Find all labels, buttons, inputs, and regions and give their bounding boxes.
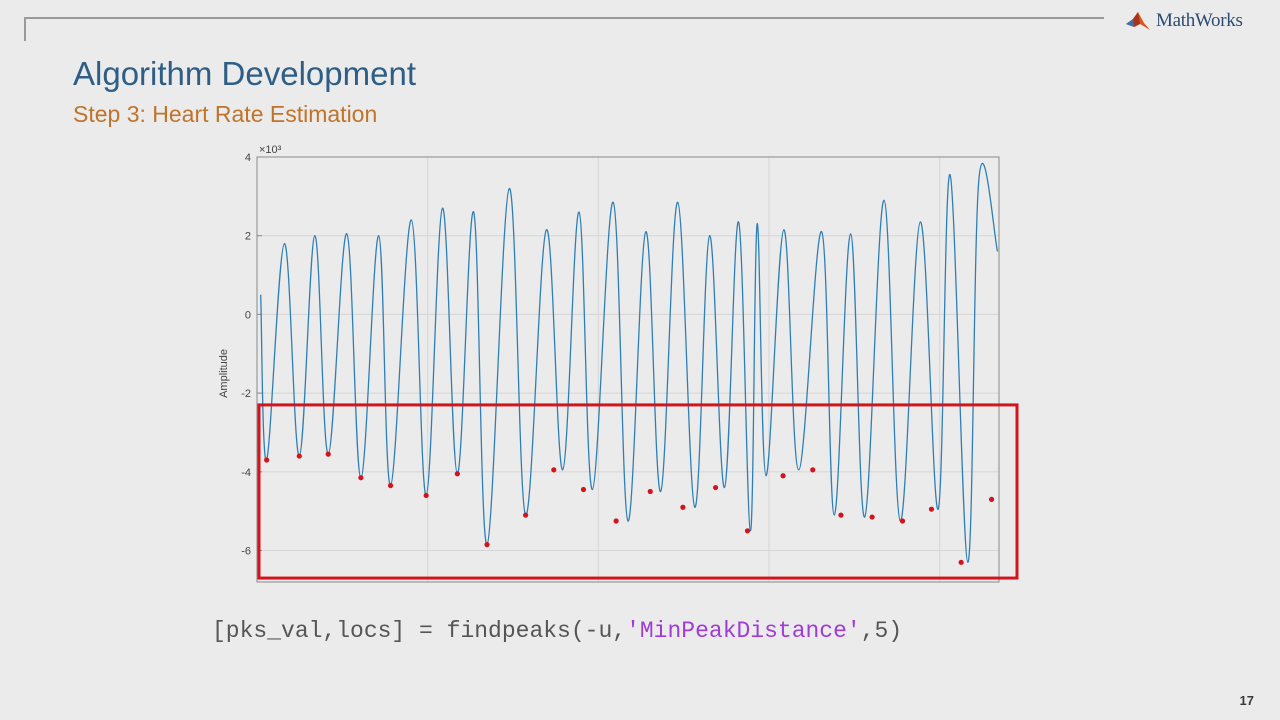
peak-marker [358, 475, 364, 481]
peak-marker [264, 457, 270, 463]
mathworks-logo: MathWorks [1124, 6, 1243, 36]
code-suffix: ,5) [860, 618, 903, 644]
peak-marker [387, 482, 394, 489]
y-tick-label: -6 [241, 546, 251, 558]
peak-marker [325, 451, 331, 457]
peak-marker [647, 488, 653, 495]
y-tick-label: 2 [245, 231, 251, 243]
peak-marker [484, 542, 490, 548]
peak-marker [928, 506, 935, 512]
peak-marker [899, 518, 906, 524]
peak-marker [613, 518, 619, 524]
peak-marker [869, 514, 875, 520]
peak-marker [454, 471, 460, 477]
y-axis-label: Amplitude [218, 349, 230, 398]
peak-marker [551, 467, 557, 473]
y-tick-label: 0 [245, 309, 251, 321]
amplitude-chart: 4 2 0 -2 -4 -6 ×10³ Amplitude [218, 144, 1019, 583]
peak-marker [744, 528, 751, 534]
top-divider [24, 17, 1104, 19]
signal-series-line [260, 162, 999, 563]
y-tick-label: -4 [241, 467, 251, 479]
peak-marker [958, 559, 964, 565]
logo-text: MathWorks [1156, 10, 1243, 31]
slide-number: 17 [1239, 693, 1254, 708]
minima-highlight-box [257, 403, 1019, 580]
page-subtitle: Step 3: Heart Rate Estimation [73, 101, 378, 127]
top-divider-tick [24, 17, 26, 41]
peak-marker [988, 496, 995, 502]
peak-marker [423, 492, 429, 499]
peak-marker [523, 512, 529, 518]
plot-frame [256, 156, 1000, 583]
peak-marker [712, 484, 719, 491]
page-title: Algorithm Development [73, 55, 416, 92]
peak-marker [838, 512, 844, 518]
peak-markers [264, 451, 995, 565]
code-snippet: [pks_val,locs] = findpeaks(-u,'MinPeakDi… [212, 618, 902, 644]
code-prefix: [pks_val,locs] = findpeaks(-u, [212, 618, 627, 644]
y-tick-label: -2 [241, 388, 251, 400]
peak-marker [780, 473, 786, 479]
peak-marker [580, 486, 587, 493]
y-tick-label: 4 [245, 152, 251, 164]
peak-marker [296, 453, 302, 459]
y-axis-exponent: ×10³ [259, 144, 282, 156]
matlab-membrane-icon [1126, 12, 1150, 30]
chart-grid [257, 156, 999, 582]
code-string-argument: 'MinPeakDistance' [626, 618, 861, 644]
peak-marker [680, 504, 686, 510]
peak-marker [810, 467, 816, 473]
